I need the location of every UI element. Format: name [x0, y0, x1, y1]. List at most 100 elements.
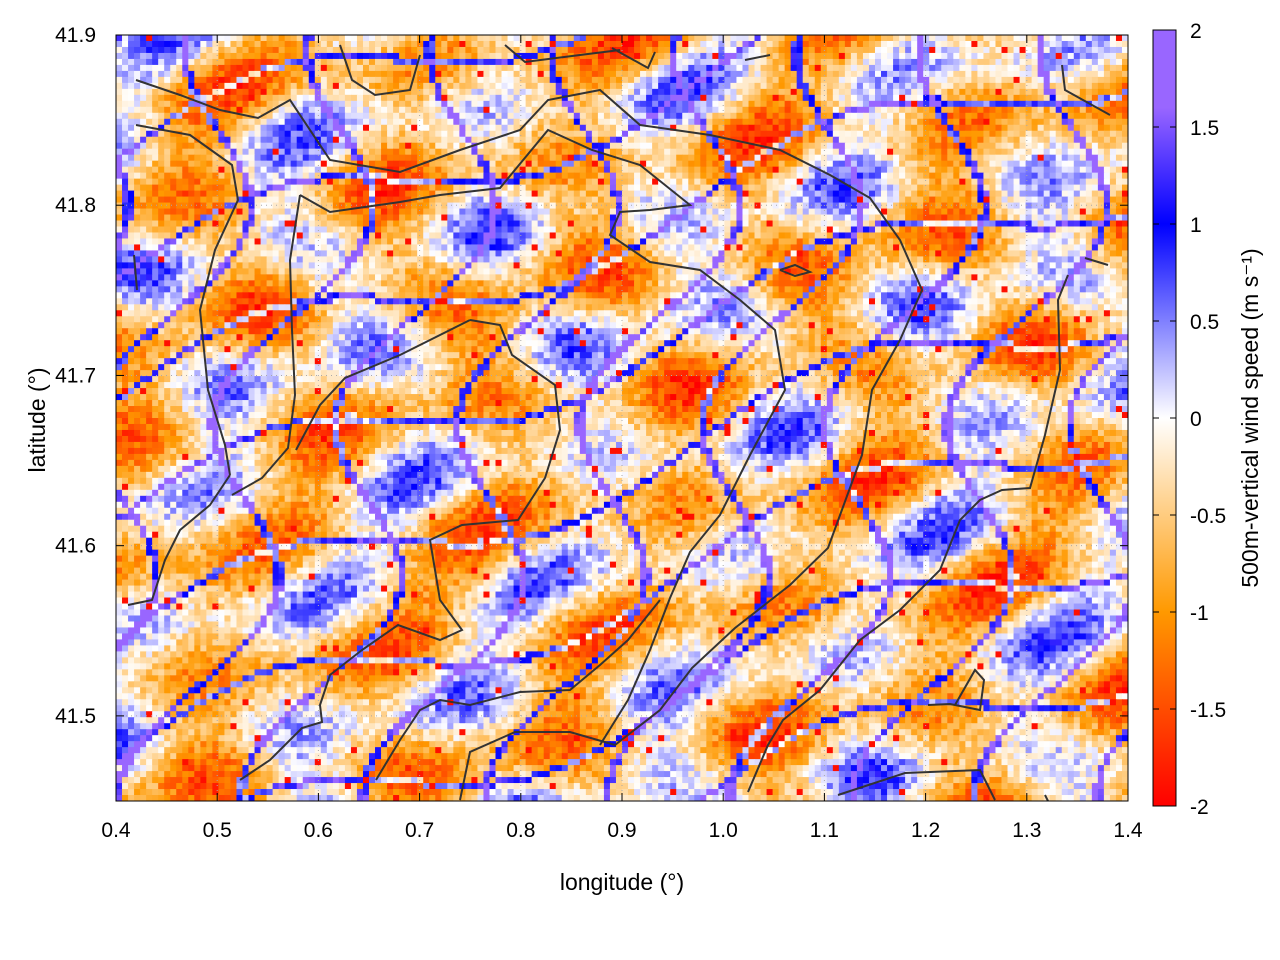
heatmap-cell [893, 41, 900, 48]
heatmap-cell [1032, 95, 1039, 102]
heatmap-cell [393, 131, 400, 138]
heatmap-cell [550, 65, 557, 72]
heatmap-cell [712, 47, 719, 54]
heatmap-cell [863, 77, 870, 84]
heatmap-cell [694, 119, 701, 126]
heatmap-cell [851, 53, 858, 60]
heatmap-cell [1032, 131, 1039, 138]
heatmap-cell [206, 71, 213, 78]
heatmap-cell [447, 107, 454, 114]
heatmap-cell [399, 77, 406, 84]
heatmap-cell [182, 179, 189, 186]
heatmap-cell [983, 203, 990, 210]
heatmap-cell [236, 53, 243, 60]
heatmap-cell [249, 119, 256, 126]
heatmap-cell [1086, 41, 1093, 48]
heatmap-cell [652, 41, 659, 48]
heatmap-cell [411, 149, 418, 156]
heatmap-cell [544, 179, 551, 186]
heatmap-cell [140, 197, 147, 204]
heatmap-cell [441, 59, 448, 66]
heatmap-cell [423, 119, 430, 126]
heatmap-cell [1020, 83, 1027, 90]
heatmap-cell [670, 173, 677, 180]
heatmap-cell [483, 197, 490, 204]
heatmap-cell [718, 83, 725, 90]
heatmap-cell [688, 59, 695, 66]
heatmap-cell [550, 83, 557, 90]
heatmap-cell [526, 89, 533, 96]
heatmap-cell [327, 113, 334, 120]
heatmap-cell [839, 59, 846, 66]
heatmap-cell [959, 191, 966, 198]
heatmap-cell [574, 125, 581, 132]
heatmap-cell [122, 137, 129, 144]
heatmap-cell [815, 161, 822, 168]
heatmap-cell [761, 131, 768, 138]
heatmap-cell [423, 173, 430, 180]
heatmap-cell [200, 77, 207, 84]
heatmap-cell [1032, 137, 1039, 144]
heatmap-cell [977, 95, 984, 102]
heatmap-cell [459, 125, 466, 132]
heatmap-cell [911, 185, 918, 192]
heatmap-cell [622, 35, 629, 42]
heatmap-cell [1020, 59, 1027, 66]
heatmap-cell [646, 107, 653, 114]
heatmap-cell [815, 173, 822, 180]
heatmap-cell [285, 83, 292, 90]
heatmap-cell [622, 65, 629, 72]
heatmap-cell [791, 59, 798, 66]
heatmap-cell [688, 47, 695, 54]
heatmap-cell [339, 77, 346, 84]
heatmap-cell [267, 119, 274, 126]
heatmap-cell [170, 83, 177, 90]
heatmap-cell [116, 95, 123, 102]
heatmap-cell [712, 95, 719, 102]
heatmap-cell [682, 167, 689, 174]
heatmap-cell [670, 47, 677, 54]
heatmap-cell [345, 131, 352, 138]
heatmap-cell [983, 155, 990, 162]
heatmap-cell [929, 83, 936, 90]
heatmap-cell [935, 131, 942, 138]
heatmap-cell [1086, 149, 1093, 156]
heatmap-cell [429, 65, 436, 72]
heatmap-cell [206, 209, 213, 216]
heatmap-cell [1026, 161, 1033, 168]
heatmap-cell [1086, 161, 1093, 168]
heatmap-cell [333, 107, 340, 114]
heatmap-cell [1110, 65, 1117, 72]
heatmap-cell [887, 161, 894, 168]
heatmap-cell [965, 191, 972, 198]
heatmap-cell [977, 41, 984, 48]
heatmap-cell [821, 143, 828, 150]
heatmap-cell [1038, 53, 1045, 60]
heatmap-cell [905, 107, 912, 114]
heatmap-cell [658, 197, 665, 204]
heatmap-cell [917, 131, 924, 138]
heatmap-cell [706, 149, 713, 156]
heatmap-cell [140, 113, 147, 120]
heatmap-cell [194, 185, 201, 192]
heatmap-cell [1110, 89, 1117, 96]
heatmap-cell [1056, 71, 1063, 78]
heatmap-cell [1086, 89, 1093, 96]
heatmap-cell [303, 179, 310, 186]
heatmap-cell [736, 197, 743, 204]
heatmap-cell [598, 137, 605, 144]
heatmap-cell [1026, 53, 1033, 60]
heatmap-cell [321, 119, 328, 126]
heatmap-cell [749, 203, 756, 210]
heatmap-cell [279, 113, 286, 120]
heatmap-cell [375, 65, 382, 72]
heatmap-cell [616, 113, 623, 120]
heatmap-cell [291, 95, 298, 102]
heatmap-cell [465, 71, 472, 78]
heatmap-cell [435, 107, 442, 114]
heatmap-cell [923, 173, 930, 180]
heatmap-cell [556, 101, 563, 108]
heatmap-cell [688, 155, 695, 162]
heatmap-cell [749, 125, 756, 132]
heatmap-cell [459, 119, 466, 126]
